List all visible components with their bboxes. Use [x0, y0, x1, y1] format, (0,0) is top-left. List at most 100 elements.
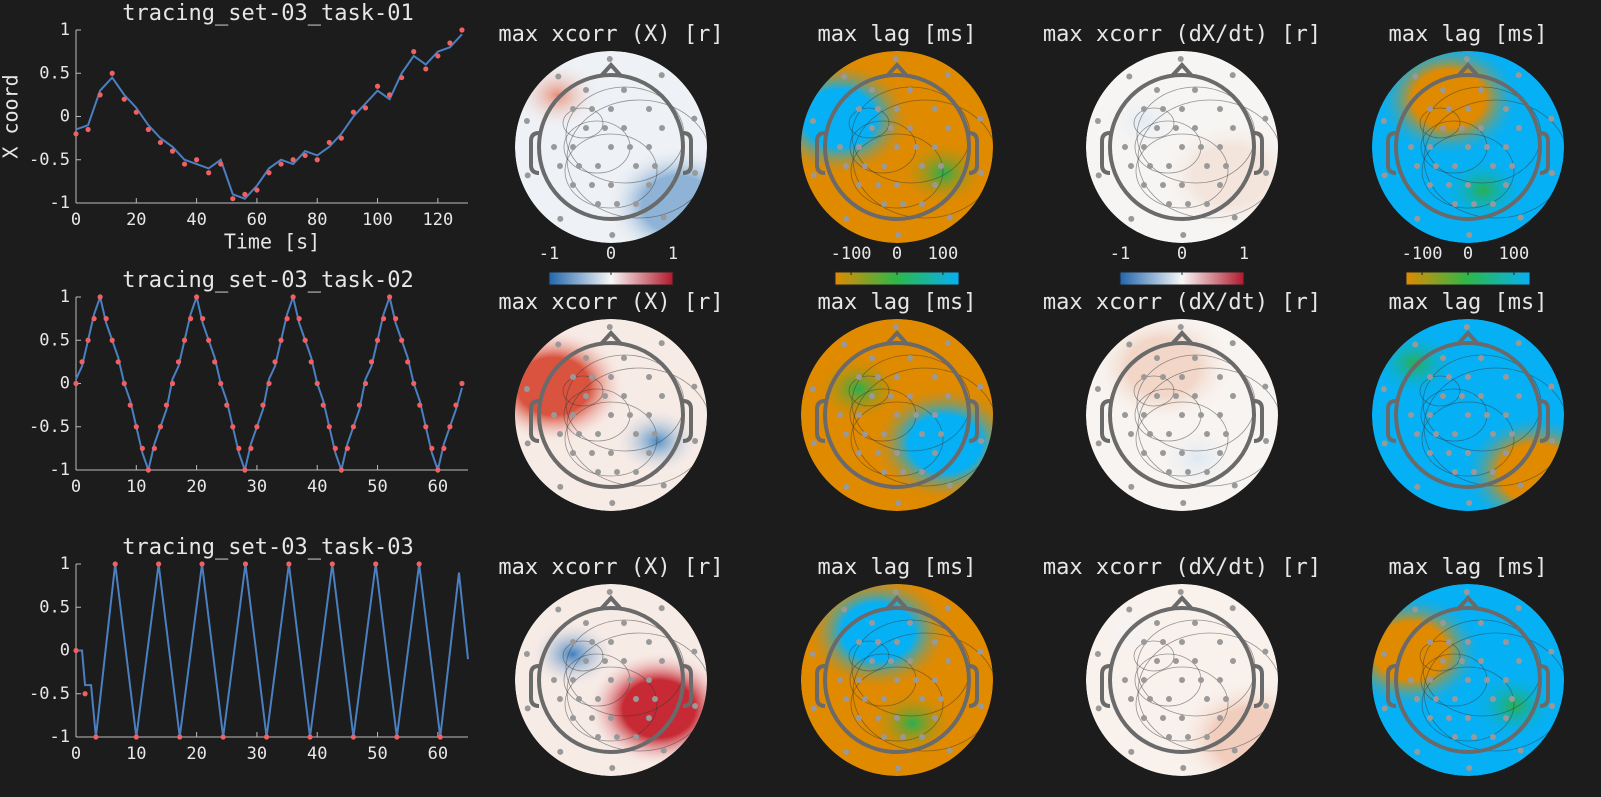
electrode [907, 355, 913, 361]
head [823, 606, 971, 754]
contour [850, 133, 944, 209]
electrode [1509, 431, 1515, 437]
electrode [1414, 163, 1420, 169]
data-point [242, 191, 248, 197]
y-tick-label: 0.5 [39, 63, 70, 83]
electrode [946, 747, 953, 754]
electrode [652, 431, 658, 437]
electrode [1173, 658, 1179, 664]
electrode [1478, 620, 1484, 626]
electrode [1490, 201, 1496, 207]
electrode [1128, 215, 1135, 222]
electrode [1160, 450, 1166, 456]
electrode [608, 715, 614, 721]
electrode [841, 341, 848, 348]
topo-title: max xcorr (dX/dt) [r] [1043, 22, 1321, 47]
electrode [1503, 450, 1509, 456]
electrode [1141, 412, 1147, 418]
nose [1170, 62, 1194, 78]
electrode [555, 73, 562, 80]
data-point [314, 157, 320, 163]
electrode [919, 696, 925, 702]
electrode [1231, 747, 1238, 754]
electrode [646, 715, 652, 721]
data-point [290, 294, 296, 300]
nose [885, 330, 909, 346]
electrode [608, 144, 614, 150]
data-point [387, 92, 393, 98]
topo-region [1463, 415, 1564, 511]
data-point [97, 92, 103, 98]
ear [1386, 664, 1397, 708]
data-point [82, 691, 88, 697]
electrode [1180, 231, 1187, 238]
topoplot [801, 51, 993, 243]
data-point [254, 424, 260, 430]
electrode [1179, 677, 1185, 683]
electrode [570, 677, 576, 683]
electrode [621, 87, 627, 93]
electrode [1433, 431, 1439, 437]
data-point [373, 561, 379, 567]
data-point [399, 337, 405, 343]
y-tick-label: -0.5 [29, 684, 70, 704]
electrode [869, 658, 875, 664]
electrode [1217, 677, 1223, 683]
electrode [1141, 182, 1147, 188]
electrode [1128, 431, 1134, 437]
electrode [606, 589, 613, 596]
colorbar-tick-label: 0 [1177, 244, 1187, 264]
electrode [614, 469, 620, 475]
electrode [932, 144, 938, 150]
electrode [1490, 163, 1496, 169]
electrode [659, 658, 665, 664]
electrode [1217, 412, 1223, 418]
electrode [977, 383, 984, 390]
data-point [200, 316, 206, 322]
y-tick-label: 0 [60, 374, 70, 394]
electrode [1217, 182, 1223, 188]
ear [1253, 131, 1264, 175]
electrode [1446, 106, 1452, 112]
electrode [1192, 87, 1198, 93]
electrode [945, 125, 951, 131]
data-point [338, 467, 344, 473]
electrode [907, 620, 913, 626]
electrode [1452, 469, 1458, 475]
electrode [1095, 172, 1102, 179]
electrode [627, 144, 633, 150]
electrode [843, 696, 849, 702]
topoplot [801, 319, 993, 511]
electrode [1185, 469, 1191, 475]
electrode [660, 214, 667, 221]
electrode [1446, 374, 1452, 380]
electrode [551, 144, 557, 150]
data-point [220, 734, 226, 740]
data-point [224, 402, 230, 408]
electrode [1122, 144, 1128, 150]
electrode [1198, 412, 1204, 418]
electrode [1516, 393, 1522, 399]
ear [1253, 399, 1264, 443]
electrode [944, 72, 951, 79]
electrode [646, 450, 652, 456]
data-point [175, 359, 182, 365]
series-line [75, 33, 463, 200]
electrode [1412, 341, 1419, 348]
electrode [523, 117, 530, 124]
electrode [524, 440, 531, 447]
x-tick-label: 120 [422, 210, 453, 230]
x-tick-label: 60 [428, 744, 448, 764]
electrode [932, 412, 938, 418]
electrode [1380, 385, 1387, 392]
contour [1421, 666, 1515, 742]
data-point [338, 135, 344, 141]
electrode [913, 677, 919, 683]
topo-title: max xcorr (dX/dt) [r] [1043, 555, 1321, 580]
electrode [945, 658, 951, 664]
data-point [387, 294, 393, 300]
data-point [394, 734, 400, 740]
electrode [1478, 125, 1484, 131]
electrode [1231, 482, 1238, 489]
ear [529, 399, 540, 443]
